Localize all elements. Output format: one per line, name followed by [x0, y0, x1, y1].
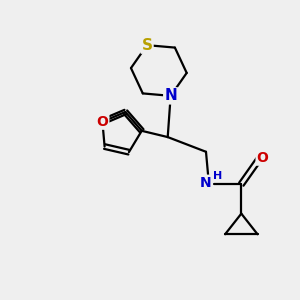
Text: N: N — [200, 176, 212, 190]
Text: H: H — [213, 171, 222, 181]
Text: S: S — [142, 38, 152, 52]
Text: O: O — [256, 151, 268, 165]
Text: N: N — [164, 88, 177, 104]
Text: O: O — [97, 115, 108, 129]
